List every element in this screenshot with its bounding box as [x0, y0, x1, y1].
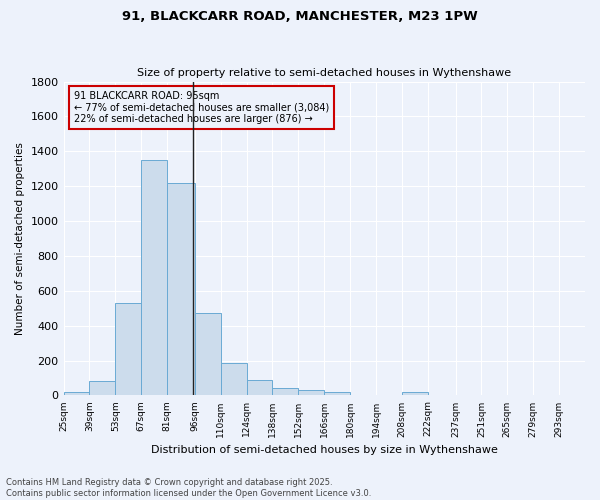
Bar [195, 314, 221, 396]
Bar [324, 392, 350, 396]
Bar [221, 363, 247, 396]
Y-axis label: Number of semi-detached properties: Number of semi-detached properties [15, 142, 25, 335]
Bar [141, 160, 167, 396]
Bar [89, 382, 115, 396]
Bar [115, 303, 141, 396]
Bar [167, 182, 195, 396]
Bar [350, 394, 376, 396]
Bar [402, 392, 428, 396]
Bar [247, 380, 272, 396]
Bar [64, 392, 89, 396]
Title: Size of property relative to semi-detached houses in Wythenshawe: Size of property relative to semi-detach… [137, 68, 511, 78]
Text: 91, BLACKCARR ROAD, MANCHESTER, M23 1PW: 91, BLACKCARR ROAD, MANCHESTER, M23 1PW [122, 10, 478, 23]
Bar [298, 390, 324, 396]
Text: 91 BLACKCARR ROAD: 95sqm
← 77% of semi-detached houses are smaller (3,084)
22% o: 91 BLACKCARR ROAD: 95sqm ← 77% of semi-d… [74, 91, 329, 124]
Bar [272, 388, 298, 396]
Text: Contains HM Land Registry data © Crown copyright and database right 2025.
Contai: Contains HM Land Registry data © Crown c… [6, 478, 371, 498]
X-axis label: Distribution of semi-detached houses by size in Wythenshawe: Distribution of semi-detached houses by … [151, 445, 498, 455]
